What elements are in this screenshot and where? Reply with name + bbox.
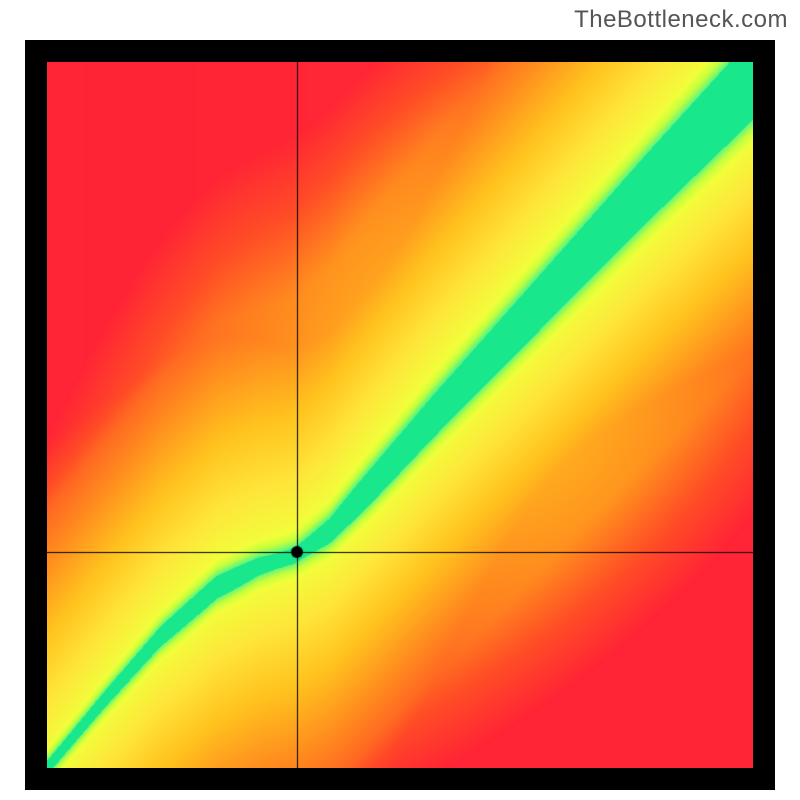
heatmap-frame bbox=[25, 40, 775, 790]
attribution-text: TheBottleneck.com bbox=[574, 6, 788, 34]
bottleneck-heatmap bbox=[47, 62, 753, 768]
